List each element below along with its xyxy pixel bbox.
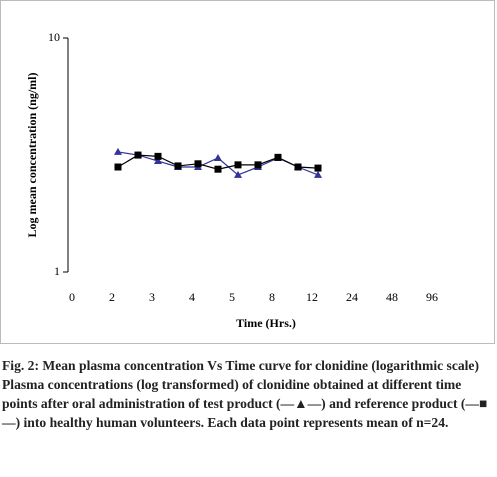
marker: [174, 162, 182, 170]
caption: Fig. 2: Mean plasma concentration Vs Tim…: [2, 356, 492, 432]
marker: [234, 170, 242, 178]
caption-title: Fig. 2: Mean plasma concentration Vs Tim…: [2, 358, 479, 373]
y-tick-label: 10: [48, 30, 60, 44]
marker: [234, 161, 242, 169]
marker: [154, 157, 162, 165]
marker: [114, 147, 122, 155]
caption-text: Plasma concentrations (log transformed) …: [2, 377, 488, 430]
marker: [114, 163, 122, 171]
x-tick-label: 4: [189, 290, 195, 304]
x-tick-label: 12: [306, 290, 318, 304]
marker: [294, 163, 302, 171]
marker: [214, 154, 222, 162]
marker: [134, 151, 142, 159]
x-tick-label: 96: [426, 290, 438, 304]
marker: [194, 160, 202, 168]
marker: [274, 153, 282, 161]
x-tick-label: 24: [346, 290, 358, 304]
x-tick-label: 48: [386, 290, 398, 304]
chart: Log mean concentration (ng/ml) Time (Hrs…: [0, 0, 495, 344]
marker: [314, 164, 322, 172]
marker: [154, 152, 162, 160]
marker: [314, 170, 322, 178]
marker: [214, 165, 222, 173]
y-tick-label: 1: [54, 264, 60, 278]
marker: [254, 161, 262, 169]
x-tick-label: 2: [109, 290, 115, 304]
x-tick-label: 0: [69, 290, 75, 304]
x-axis-label: Time (Hrs.): [236, 316, 296, 330]
chart-frame: [0, 0, 495, 344]
x-tick-label: 8: [269, 290, 275, 304]
y-axis-label: Log mean concentration (ng/ml): [25, 73, 39, 238]
x-tick-label: 5: [229, 290, 235, 304]
x-tick-label: 3: [149, 290, 155, 304]
